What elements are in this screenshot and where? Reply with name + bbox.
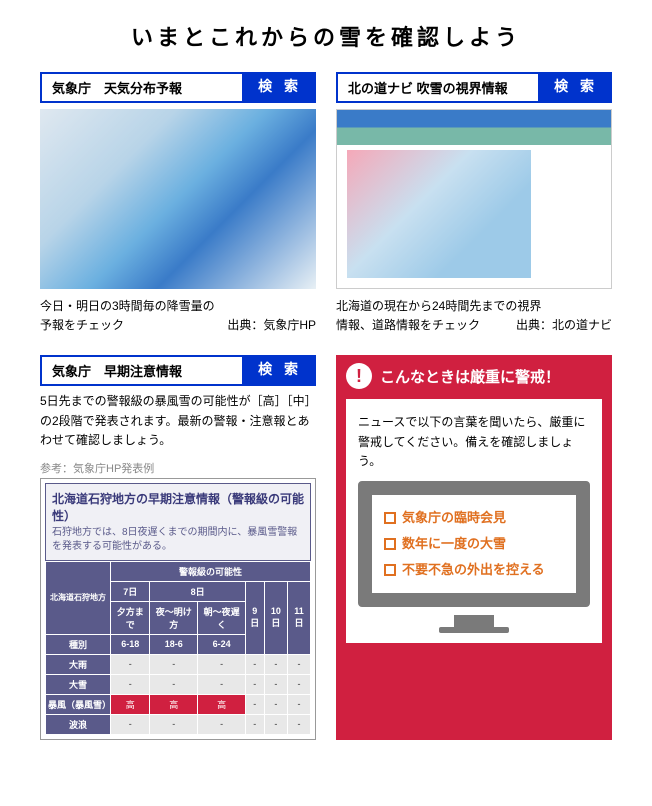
warning-table: 北海道石狩地方 警報級の可能性 7日8日9日10日11日 夕方まで夜～明け方朝～… (45, 561, 311, 735)
alert-check-item: 気象庁の臨時会見 (384, 505, 564, 531)
panel-weather-distribution: 気象庁 天気分布予報 検 索 今日・明日の3時間毎の降雪量の 予報をチェック出典… (40, 72, 316, 335)
search-button[interactable]: 検 索 (540, 72, 612, 103)
early-warning-box: 北海道石狩地方の早期注意情報（警報級の可能性） 石狩地方では、8日夜遅くまでの期… (40, 478, 316, 740)
alert-header: ! こんなときは厳重に警戒！ (346, 363, 602, 389)
exclamation-icon: ! (346, 363, 372, 389)
source-label: 出典：北の道ナビ (516, 316, 612, 335)
alert-text: ニュースで以下の言葉を聞いたら、厳重に警戒してください。備えを確認しましょう。 (358, 413, 590, 471)
panel-visibility-info: 北の道ナビ 吹雪の視界情報 検 索 北海道の現在から24時間先までの視界 情報、… (336, 72, 612, 335)
search-button[interactable]: 検 索 (244, 72, 316, 103)
panel-label: 気象庁 早期注意情報 (40, 355, 244, 386)
map-hokkaido-visibility (336, 109, 612, 289)
caption: 北海道の現在から24時間先までの視界 情報、道路情報をチェック出典：北の道ナビ (336, 297, 612, 335)
checkbox-icon (384, 538, 396, 550)
page-title: いまとこれからの雪を確認しよう (40, 20, 612, 52)
source-label: 出典：気象庁HP (227, 316, 316, 335)
panel-label: 気象庁 天気分布予報 (40, 72, 244, 103)
monitor-graphic: 気象庁の臨時会見数年に一度の大雪不要不急の外出を控える (358, 481, 590, 607)
panel-description: 5日先までの警報級の暴風雪の可能性が［高］［中］の2段階で発表されます。最新の警… (40, 392, 316, 450)
info-subtitle: 石狩地方では、8日夜遅くまでの期間内に、暴風雪警報を発表する可能性がある。 (52, 526, 304, 554)
map-snowfall-forecast (40, 109, 316, 289)
reference-label: 参考：気象庁HP発表例 (40, 460, 316, 476)
alert-check-item: 不要不急の外出を控える (384, 557, 564, 583)
panel-label: 北の道ナビ 吹雪の視界情報 (336, 72, 540, 103)
checkbox-icon (384, 564, 396, 576)
caption: 今日・明日の3時間毎の降雪量の 予報をチェック出典：気象庁HP (40, 297, 316, 335)
alert-check-item: 数年に一度の大雪 (384, 531, 564, 557)
panel-early-warning: 気象庁 早期注意情報 検 索 5日先までの警報級の暴風雪の可能性が［高］［中］の… (40, 355, 316, 740)
search-button[interactable]: 検 索 (244, 355, 316, 386)
checkbox-icon (384, 512, 396, 524)
info-title: 北海道石狩地方の早期注意情報（警報級の可能性） (52, 490, 304, 524)
alert-box: ! こんなときは厳重に警戒！ ニュースで以下の言葉を聞いたら、厳重に警戒してくだ… (336, 355, 612, 740)
